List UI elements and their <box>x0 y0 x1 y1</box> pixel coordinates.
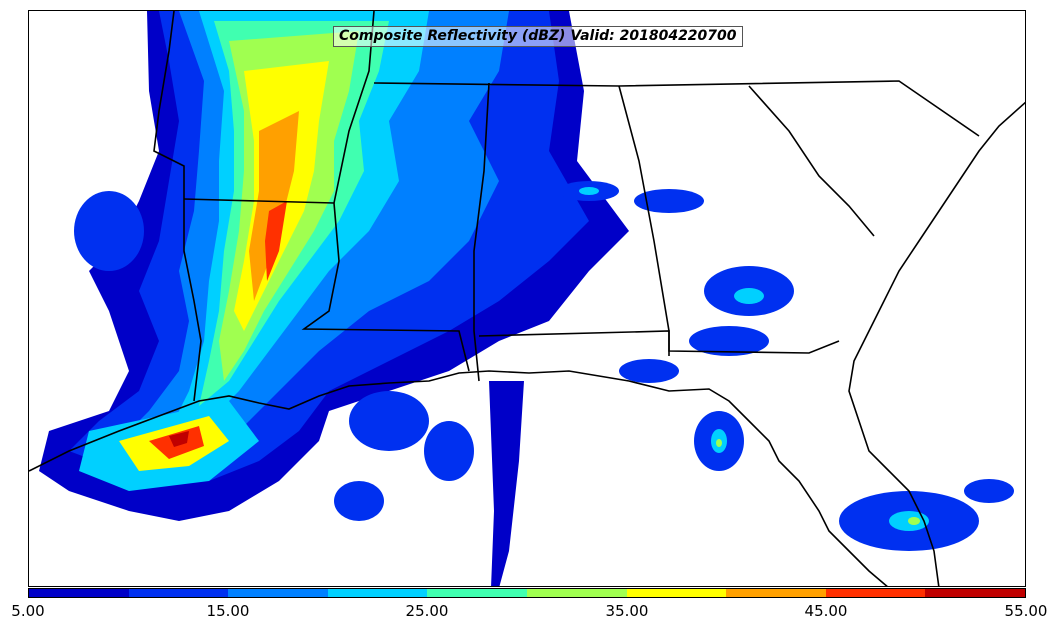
colorbar-tick-label: 25.00 <box>405 602 449 620</box>
echo-region-southern-streak <box>489 381 524 586</box>
colorbar-tick-label: 15.00 <box>206 602 250 620</box>
colorbar-segment <box>228 589 328 597</box>
echo-region-45dbz <box>265 201 287 281</box>
colorbar-segment <box>327 589 428 597</box>
colorbar-tick-label: 5.00 <box>11 602 45 620</box>
scattered-cells-peaks <box>716 439 920 525</box>
map-title: Composite Reflectivity (dBZ) Valid: 2018… <box>333 26 743 47</box>
colorbar-tick-label: 55.00 <box>1004 602 1048 620</box>
state-border-tx-la <box>153 11 202 402</box>
state-border-ar-la <box>183 198 335 204</box>
state-border-ga-sc <box>748 85 875 237</box>
coastline <box>29 101 1025 586</box>
colorbar-segment <box>427 589 527 597</box>
scattered-cells-cores <box>579 187 929 531</box>
colorbar-segment <box>526 589 627 597</box>
colorbar-segment <box>825 589 926 597</box>
map-boundaries <box>29 11 1025 586</box>
state-border-ms-al <box>473 82 490 382</box>
colorbar-segment <box>726 589 826 597</box>
echo-region-40dbz <box>249 111 299 301</box>
colorbar-segment <box>128 589 229 597</box>
reflectivity-field <box>39 11 1014 586</box>
colorbar <box>28 588 1026 598</box>
map-frame: Composite Reflectivity (dBZ) Valid: 2018… <box>28 10 1026 587</box>
colorbar-segment <box>626 589 727 597</box>
echo-region-sw-peak <box>169 431 189 447</box>
colorbar-tick-label: 35.00 <box>605 602 649 620</box>
state-border-la-ms <box>301 202 470 372</box>
state-border-fl-north <box>478 330 840 354</box>
colorbar-segment <box>925 589 1025 597</box>
state-border-tn <box>373 80 980 137</box>
state-border-al-ga <box>618 85 670 356</box>
reflectivity-map <box>29 11 1025 586</box>
colorbar-tick-label: 45.00 <box>804 602 848 620</box>
colorbar-segment <box>29 589 129 597</box>
